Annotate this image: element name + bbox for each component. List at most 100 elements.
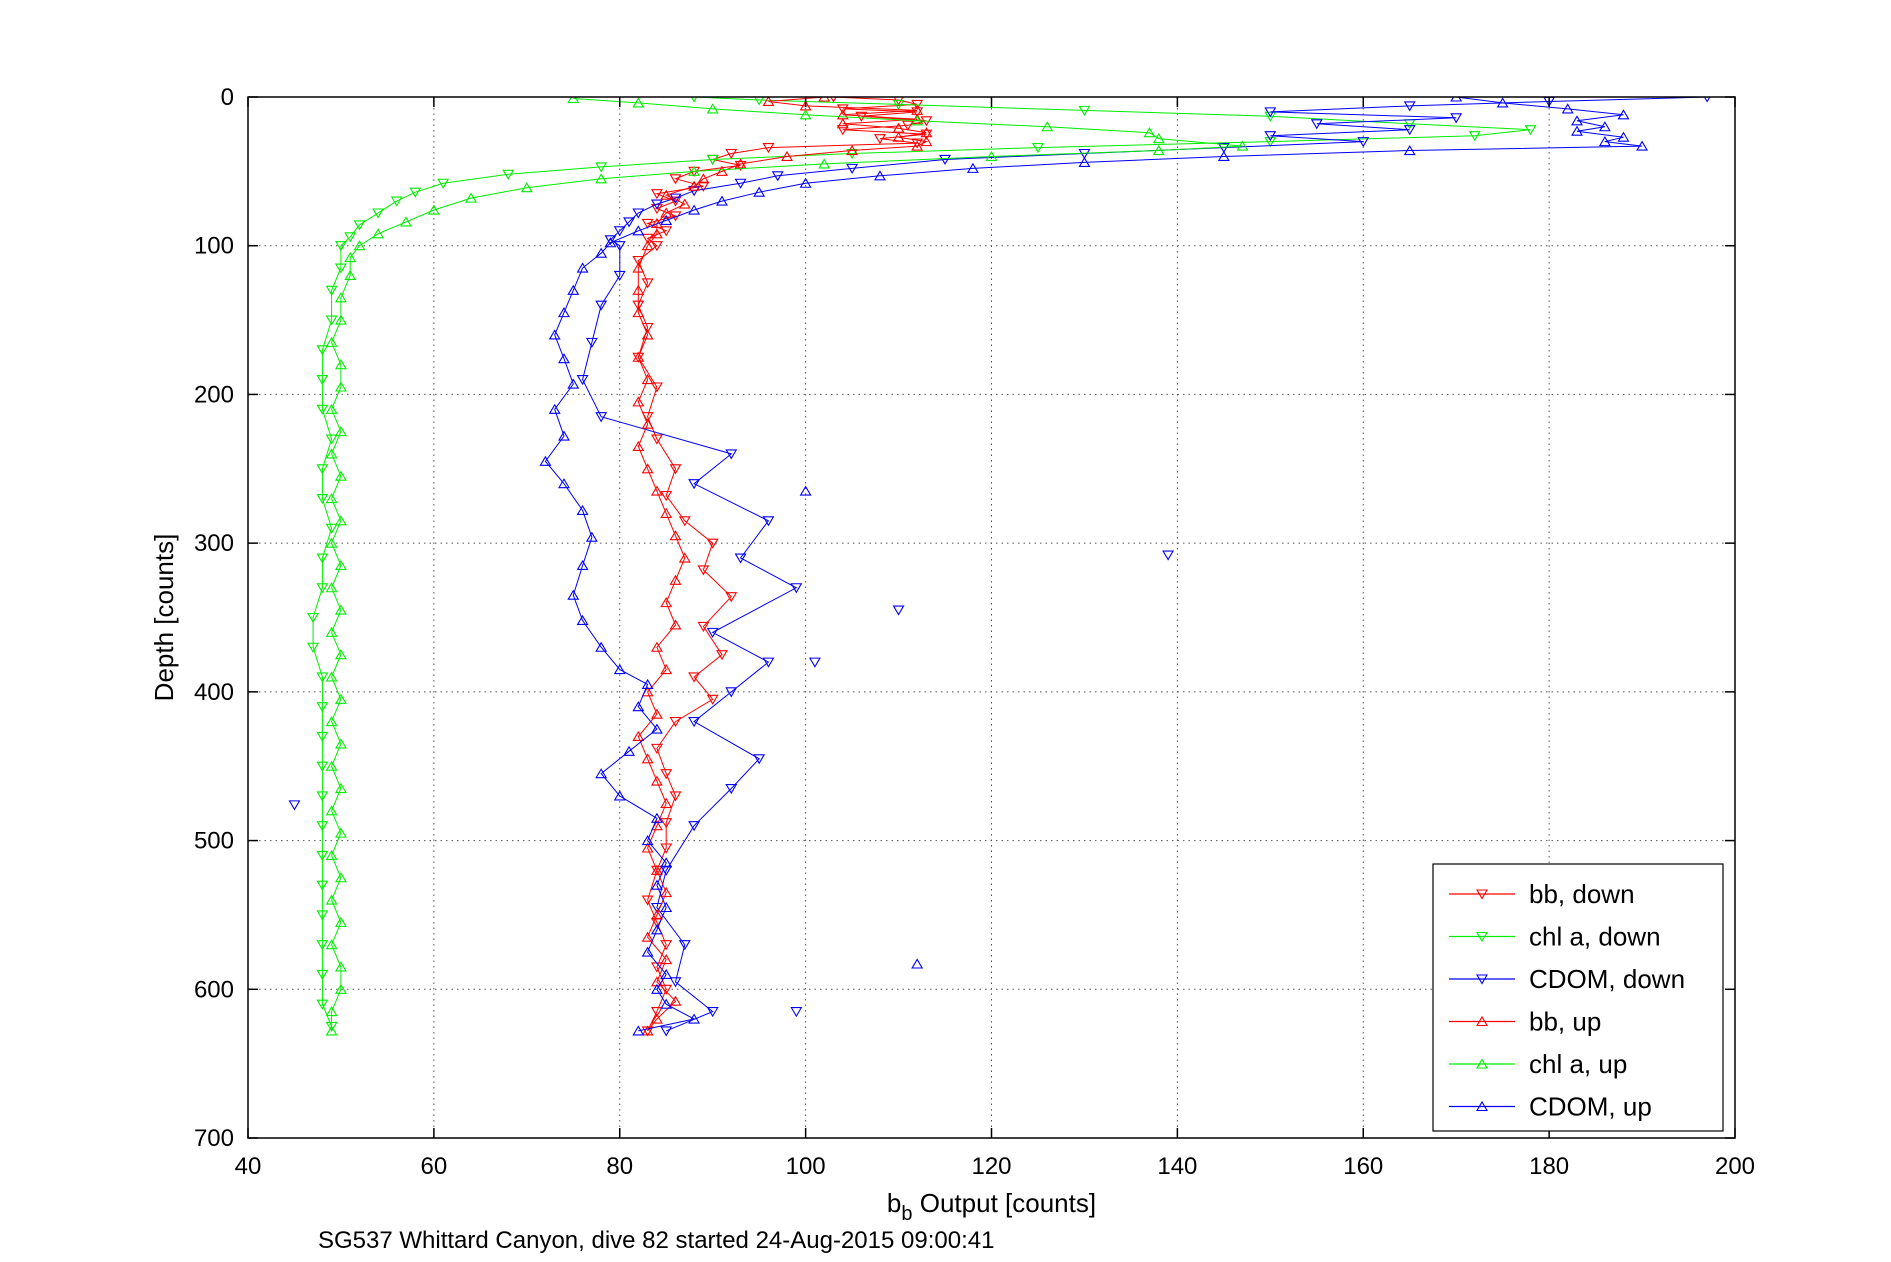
figure-caption: SG537 Whittard Canyon, dive 82 started 2…: [318, 1227, 994, 1254]
data-point: [632, 97, 645, 108]
x-tick-label: 180: [1529, 1153, 1569, 1180]
legend-swatch-marker: [1476, 1015, 1488, 1027]
series-line: [331, 98, 1243, 1031]
data-point: [641, 895, 654, 906]
data-point: [316, 583, 329, 594]
data-point: [846, 144, 859, 156]
data-point: [372, 228, 385, 239]
y-tick-label: 0: [221, 84, 234, 111]
data-point: [316, 375, 329, 386]
data-point: [334, 827, 347, 838]
data-point: [753, 186, 766, 197]
data-point: [1143, 127, 1156, 138]
data-point: [576, 504, 589, 515]
data-point: [1598, 136, 1611, 147]
data-point: [604, 237, 617, 248]
data-point: [641, 463, 654, 474]
data-point: [697, 565, 710, 576]
legend-swatch-marker: [1476, 1100, 1488, 1112]
legend-label: bb, down: [1529, 879, 1635, 909]
data-point: [641, 233, 654, 244]
data-point: [706, 103, 719, 114]
data-point: [325, 1025, 338, 1036]
data-point: [650, 485, 663, 496]
data-point: [613, 790, 626, 801]
data-point: [558, 307, 570, 318]
data-point: [632, 1025, 645, 1036]
data-point: [632, 284, 645, 295]
x-tick-label: 100: [786, 1153, 826, 1180]
data-point: [1217, 150, 1230, 162]
data-point: [316, 940, 329, 951]
data-point: [669, 977, 682, 988]
outlier-point: [892, 605, 905, 616]
y-tick-label: 200: [194, 381, 234, 408]
data-point: [660, 843, 673, 854]
data-point: [1078, 105, 1091, 116]
data-point: [669, 464, 682, 475]
data-point: [892, 131, 905, 142]
x-axis-title-rest: Output [counts]: [913, 1188, 1097, 1218]
data-point: [567, 284, 580, 295]
data-point: [874, 170, 886, 181]
data-point: [334, 961, 347, 972]
data-point: [1450, 113, 1463, 124]
data-point: [650, 241, 663, 252]
data-point: [325, 582, 338, 593]
data-point: [1217, 143, 1230, 154]
data-point: [762, 143, 775, 154]
legend: bb, down chl a, down CDOM, down bb, up chl a…: [1432, 863, 1724, 1132]
data-point: [334, 872, 347, 883]
data-point: [1041, 121, 1054, 132]
y-tick-label: 700: [194, 1125, 234, 1152]
outlier-point: [1162, 550, 1175, 561]
data-point: [892, 122, 905, 133]
x-axis-title-base: b: [887, 1188, 901, 1218]
data-point: [818, 158, 831, 169]
data-point: [762, 657, 775, 668]
data-point: [660, 226, 673, 237]
data-point: [688, 1013, 701, 1024]
data-point: [632, 262, 645, 273]
data-point: [688, 204, 701, 215]
data-point: [334, 292, 347, 303]
data-point: [334, 470, 347, 481]
data-point: [390, 196, 403, 207]
data-point: [911, 113, 924, 124]
data-point: [688, 165, 701, 176]
data-point: [836, 118, 849, 129]
data-point: [576, 614, 589, 626]
data-point: [1152, 133, 1165, 144]
data-point: [334, 782, 347, 794]
data-point: [874, 134, 886, 145]
data-point: [613, 226, 626, 237]
data-point: [1571, 115, 1583, 126]
data-point: [334, 916, 347, 927]
data-point: [325, 671, 338, 682]
data-point: [595, 641, 608, 652]
data-point: [660, 887, 673, 898]
data-point: [325, 805, 338, 816]
grid: [248, 97, 1735, 1138]
data-point: [409, 187, 422, 198]
data-point: [697, 621, 710, 633]
data-point: [344, 232, 357, 243]
legend-box: [1432, 863, 1724, 1132]
data-point: [316, 821, 329, 832]
data-point: [585, 337, 598, 348]
data-point: [567, 97, 580, 104]
data-point: [316, 345, 329, 356]
data-point: [660, 663, 673, 675]
y-tick-label: 500: [194, 828, 234, 855]
data-point: [641, 1025, 654, 1036]
series-line: [544, 97, 1643, 1032]
data-point: [334, 359, 347, 370]
y-axis-title: Depth [counts]: [149, 534, 179, 702]
data-point: [855, 111, 868, 122]
data-point: [1403, 101, 1416, 112]
data-point: [641, 278, 654, 289]
data-point: [901, 120, 914, 131]
data-point: [734, 160, 747, 171]
x-axis-title: bb Output [counts]: [887, 1188, 1096, 1225]
data-point: [650, 812, 663, 823]
